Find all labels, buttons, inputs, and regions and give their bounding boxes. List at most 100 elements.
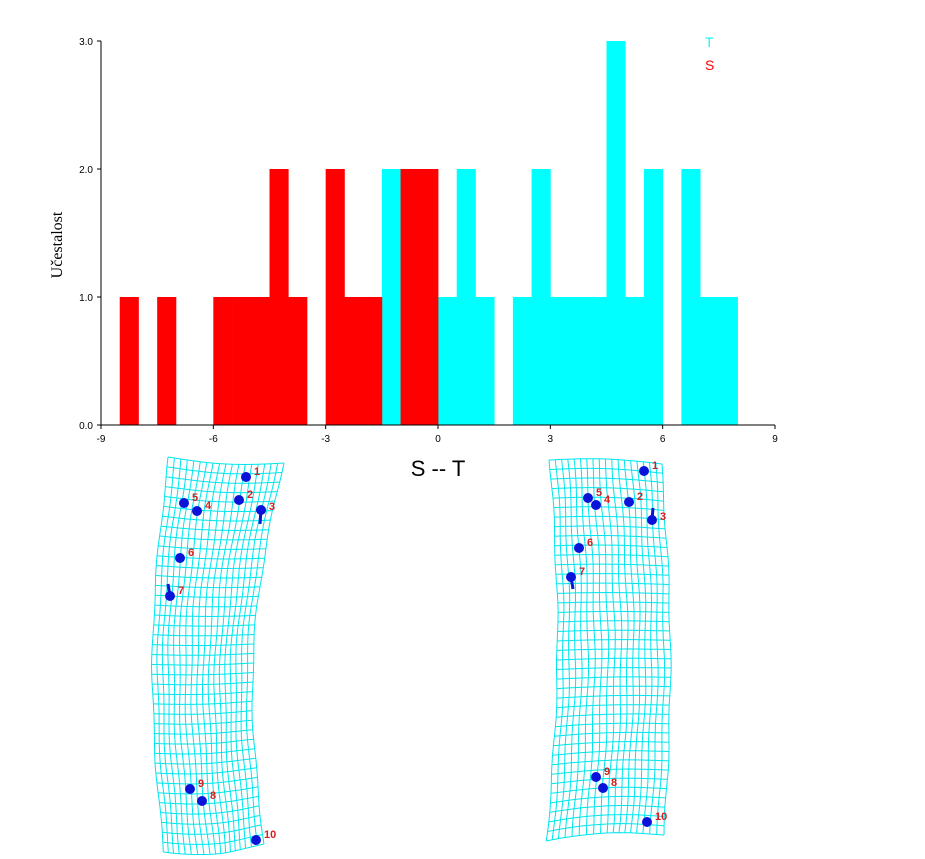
bar-t-bin: [381, 169, 401, 425]
grid-line-vertical: [661, 463, 672, 836]
landmark-label: 4: [205, 500, 212, 512]
landmark-label: 1: [254, 466, 260, 478]
landmark-label: 8: [210, 790, 216, 802]
grid-line-horizontal: [553, 740, 670, 747]
landmark-point: [175, 553, 185, 563]
grid-line-horizontal: [546, 832, 665, 842]
landmark-point: [598, 783, 608, 793]
landmark-point: [591, 500, 601, 510]
grid-line-horizontal: [549, 805, 665, 813]
grid-line-horizontal: [151, 662, 254, 666]
grid-line-vertical: [557, 459, 571, 839]
grid-line-horizontal: [554, 544, 668, 548]
bar-s-bin: [232, 297, 252, 425]
landmark-point: [591, 772, 601, 782]
grid-line-vertical: [630, 460, 641, 833]
grid-line-vertical: [196, 463, 221, 855]
grid-line-vertical: [150, 456, 169, 853]
bar-s-bin: [157, 297, 177, 425]
x-axis-title: S -- T: [411, 456, 466, 481]
grid-line-vertical: [551, 459, 565, 840]
bar-t-bin: [681, 169, 701, 425]
grid-line-vertical: [218, 464, 246, 852]
landmark-label: 2: [637, 491, 643, 503]
legend-entry-s: S: [705, 57, 714, 73]
grid-line-vertical: [655, 463, 666, 835]
grid-line-horizontal: [156, 555, 265, 560]
grid-line-horizontal: [556, 648, 671, 651]
bar-t-bin: [569, 297, 589, 425]
grid-line-horizontal: [551, 487, 664, 493]
landmark-label: 3: [660, 511, 666, 523]
bar-t-bin: [438, 297, 458, 425]
histogram-chart: -9 -6 -3 0 3 6 9 0.0 1.0 2.0 3.0 S -- T Učestalost…: [49, 34, 778, 481]
landmark-point: [241, 472, 251, 482]
bar-t-bin: [456, 169, 476, 425]
bar-s-bin: [119, 297, 139, 425]
grid-line-horizontal: [556, 704, 670, 709]
grid-line-vertical: [224, 464, 253, 851]
grid-line-vertical: [605, 458, 616, 834]
x-tick-label: -6: [209, 434, 218, 445]
grid-line-vertical: [156, 457, 175, 853]
grid-line-horizontal: [151, 653, 254, 656]
bar-t-bin: [643, 169, 664, 425]
landmark-label: 9: [604, 766, 610, 778]
x-tick-label: 9: [772, 434, 778, 445]
grid-line-horizontal: [154, 757, 256, 765]
x-tick-label: 3: [548, 434, 554, 445]
landmark-label: 10: [264, 829, 276, 841]
grid-line-vertical: [202, 463, 227, 855]
bar-t-bin: [550, 297, 570, 425]
grid-line-vertical: [190, 463, 214, 855]
landmark-label: 6: [587, 537, 593, 549]
landmark-point: [574, 543, 584, 553]
grid-line-horizontal: [155, 767, 257, 775]
x-tick-label: 6: [660, 434, 666, 445]
landmark-point: [197, 796, 207, 806]
series-s-bars: [119, 169, 439, 425]
grid-line-vertical: [636, 461, 647, 834]
grid-line-vertical: [578, 458, 590, 836]
bar-s-bin: [325, 169, 345, 425]
grid-line-horizontal: [550, 477, 664, 484]
landmark-label: 4: [604, 494, 611, 506]
grid-line-vertical: [229, 464, 259, 850]
grid-line-vertical: [161, 458, 182, 854]
axes: -9 -6 -3 0 3 6 9 0.0 1.0 2.0 3.0: [79, 37, 778, 445]
grid-line-vertical: [251, 462, 285, 845]
landmark-point: [647, 515, 657, 525]
grid-line-vertical: [235, 463, 266, 849]
x-tick-label: -9: [97, 434, 106, 445]
y-tick-label: 1.0: [79, 293, 93, 304]
landmark-point: [251, 835, 261, 845]
bar-s-bin: [400, 169, 420, 425]
landmark-point: [639, 466, 649, 476]
landmark-label: 3: [269, 501, 275, 513]
grid-line-vertical: [167, 459, 188, 854]
bar-s-bin: [213, 297, 233, 425]
landmark-point: [256, 505, 266, 515]
landmark-label: 2: [247, 489, 253, 501]
legend-entry-t: T: [705, 34, 714, 50]
grid-line-vertical: [240, 463, 272, 847]
grid-line-horizontal: [167, 456, 285, 466]
grid-line-vertical: [642, 461, 653, 834]
grid-line-vertical: [586, 458, 596, 835]
landmark-label: 7: [579, 566, 585, 578]
bar-s-bin: [344, 297, 364, 425]
landmark-label: 9: [198, 778, 204, 790]
landmark-point: [566, 572, 576, 582]
grid-line-vertical: [598, 458, 610, 834]
bar-s-bin: [419, 169, 439, 425]
bar-t-bin: [475, 297, 495, 425]
bar-s-bin: [269, 169, 289, 425]
landmark-point: [642, 817, 652, 827]
landmark-point: [179, 498, 189, 508]
landmark-point: [583, 493, 593, 503]
bar-t-bin: [718, 297, 738, 425]
landmark-label: 1: [652, 460, 658, 472]
